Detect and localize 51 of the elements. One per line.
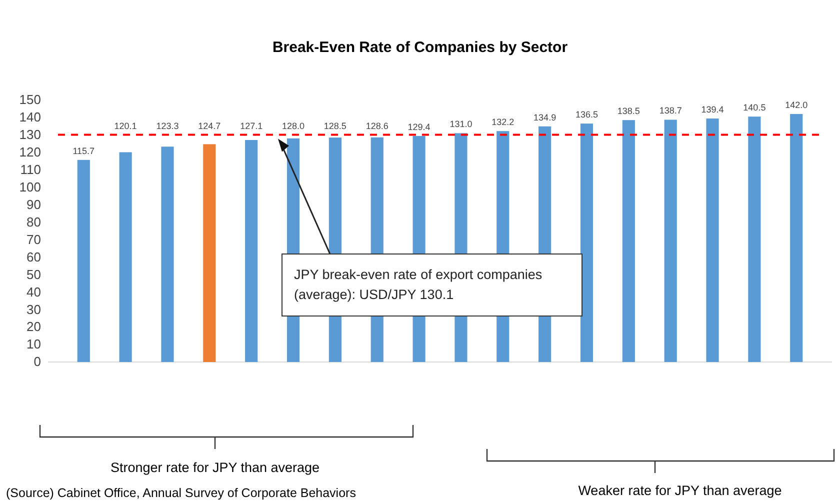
y-tick-label: 20 xyxy=(26,319,41,334)
y-tick-label: 130 xyxy=(19,127,41,142)
chart-title: Break-Even Rate of Companies by Sector xyxy=(272,39,568,56)
data-label: 140.5 xyxy=(743,102,766,113)
data-label: 128.5 xyxy=(324,120,346,131)
y-tick-label: 140 xyxy=(19,110,41,125)
bar xyxy=(77,160,90,362)
y-tick-label: 60 xyxy=(26,249,41,264)
bar xyxy=(622,120,635,362)
bar xyxy=(245,140,258,362)
y-tick-label: 10 xyxy=(26,336,41,352)
data-label: 142.0 xyxy=(785,100,808,110)
bar xyxy=(706,118,719,362)
y-tick-label: 100 xyxy=(19,179,41,194)
bar xyxy=(119,152,132,362)
data-label: 127.1 xyxy=(240,120,263,131)
bar xyxy=(161,146,174,362)
data-label: 124.7 xyxy=(198,120,221,131)
data-label: 128.0 xyxy=(282,120,305,131)
data-label: 138.5 xyxy=(617,106,640,116)
y-tick-label: 110 xyxy=(20,162,41,178)
y-tick-label: 150 xyxy=(19,92,41,108)
text: (Source) Cabinet Office, Annual Survey of Corporate Behaviors xyxy=(6,486,356,500)
y-tick-label: 120 xyxy=(19,144,41,160)
y-tick-label: 30 xyxy=(26,302,41,317)
callout: JPY break-even rate of export companies (average): USD/JPY 130.1 xyxy=(278,138,582,316)
data-label: 131.0 xyxy=(450,119,472,130)
data-label: 139.4 xyxy=(701,104,724,115)
y-tick-label: 80 xyxy=(26,214,41,230)
bar xyxy=(664,120,677,362)
y-tick-label: 0 xyxy=(34,354,41,370)
data-label: 115.7 xyxy=(72,146,95,156)
annotation: JPY break-even rate of export companies (average): USD/JPY 130.1 xyxy=(294,267,542,302)
y-tick-label: 40 xyxy=(26,284,41,300)
data-label: 120.1 xyxy=(114,120,137,131)
text: Stronger rate for JPY than average xyxy=(110,460,320,475)
data-label: 138.7 xyxy=(659,106,682,116)
data-label: 123.3 xyxy=(156,120,179,131)
data-label: 128.6 xyxy=(366,120,388,131)
data-label: 134.9 xyxy=(534,112,556,122)
bar xyxy=(580,124,594,362)
data-label: 132.2 xyxy=(492,117,514,128)
y-tick-label: 70 xyxy=(26,232,41,247)
text: Weaker rate for JPY than average xyxy=(578,483,782,498)
y-tick-label: 90 xyxy=(26,196,41,212)
bar xyxy=(203,144,216,362)
bar xyxy=(790,114,803,362)
bar xyxy=(748,116,761,362)
y-tick-label: 50 xyxy=(26,266,41,282)
data-label: 129.4 xyxy=(408,122,430,132)
data-label: 136.5 xyxy=(575,110,598,120)
